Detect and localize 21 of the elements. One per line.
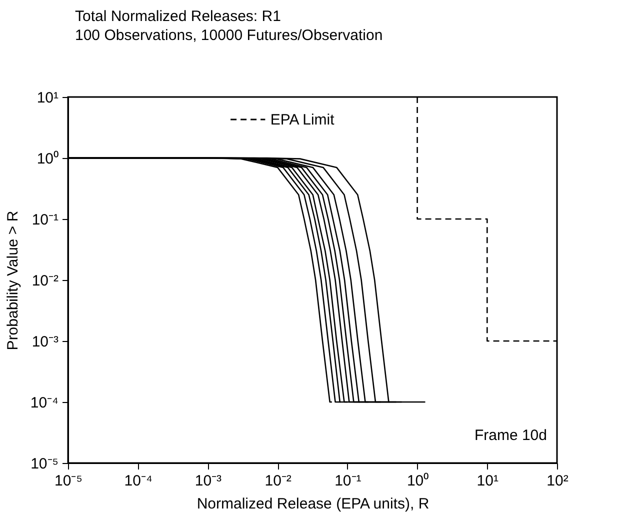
x-tick-label: 10⁻³ bbox=[194, 472, 222, 490]
x-tick-label: 10¹ bbox=[476, 472, 498, 490]
x-tick-label: 10⁻¹ bbox=[334, 472, 362, 490]
y-tick-label: 10⁻² bbox=[32, 272, 58, 290]
y-tick-label: 10⁻⁵ bbox=[30, 456, 58, 472]
y-tick-label: 10⁻⁴ bbox=[30, 394, 58, 412]
x-tick-label: 10⁻⁴ bbox=[124, 472, 152, 490]
y-tick-label: 10¹ bbox=[36, 90, 58, 106]
chart-title: Total Normalized Releases: R1 bbox=[75, 8, 281, 25]
y-tick-label: 10⁻³ bbox=[32, 334, 58, 350]
chart-subtitle: 100 Observations, 10000 Futures/Observation bbox=[75, 27, 383, 44]
y-tick-label: 10⁰ bbox=[36, 150, 58, 168]
annotation: Frame 10d bbox=[474, 427, 547, 444]
x-tick-label: 10⁻⁵ bbox=[54, 472, 82, 490]
legend-label: EPA Limit bbox=[270, 112, 336, 128]
x-tick-label: 10⁻² bbox=[264, 472, 292, 490]
y-tick-label: 10⁻¹ bbox=[32, 212, 58, 228]
y-axis-title: Probability Value > R bbox=[4, 210, 22, 350]
x-axis-title: Normalized Release (EPA units), R bbox=[196, 496, 430, 512]
x-tick-label: 10⁰ bbox=[406, 472, 429, 490]
x-tick-label: 10² bbox=[546, 472, 568, 490]
